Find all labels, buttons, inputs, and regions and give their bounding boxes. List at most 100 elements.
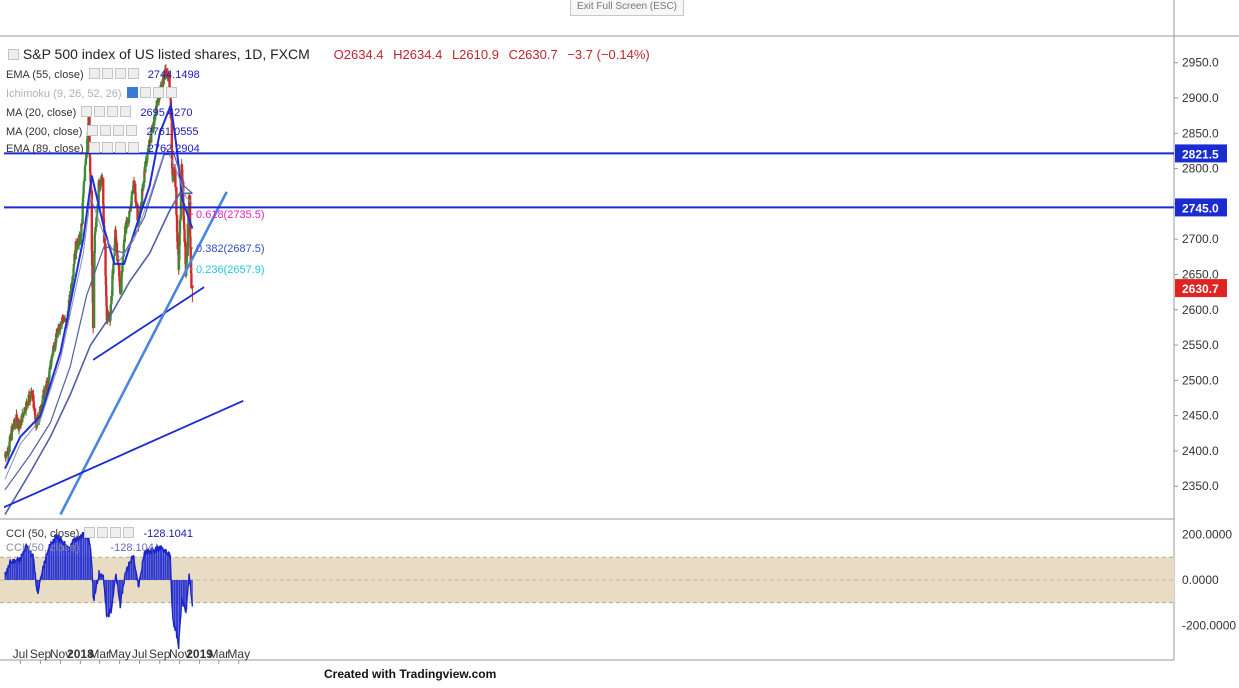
candle-up [178, 246, 181, 260]
exit-fullscreen-button[interactable]: Exit Full Screen (ESC) [570, 0, 684, 16]
ohlc-readout: O2634.4 H2634.4 L2610.9 C2630.7 −3.7 (−0… [334, 47, 656, 62]
candle-up [82, 185, 85, 194]
eye-icon[interactable] [88, 68, 100, 79]
eye-icon[interactable] [88, 142, 100, 153]
candle-down [34, 418, 38, 428]
indicator-legend-ema89[interactable]: EMA (89, close) 2762.2904 [6, 142, 200, 155]
candle-up [25, 402, 28, 411]
indicator-legend-ma20[interactable]: MA (20, close) 2695.4270 [6, 106, 192, 119]
x-tick-label: Jul [132, 647, 147, 661]
x-tick-label: Mar [89, 647, 110, 661]
x-tick-label: Mar [209, 647, 230, 661]
candle-up [178, 219, 182, 235]
candle-up [125, 220, 128, 229]
candle-down [189, 262, 193, 274]
y-tick-label: 2700.0 [1182, 232, 1219, 246]
indicator-name: Ichimoku (9, 26, 52, 26) [6, 88, 122, 100]
add-icon[interactable] [152, 87, 164, 98]
candle-up [11, 427, 15, 429]
x-tick-label: Jul [13, 647, 28, 661]
close-icon[interactable] [123, 527, 135, 538]
candle-down [136, 203, 139, 221]
eye-icon[interactable] [87, 125, 99, 136]
settings-icon[interactable] [94, 106, 106, 117]
candle-up [139, 206, 142, 214]
x-tick-label: Sep [30, 647, 52, 661]
candle-up [8, 441, 11, 453]
candle-down [118, 263, 121, 277]
cci-legend-second: CCI (50, close) -128.104 [6, 542, 193, 554]
moving-average-line [4, 192, 193, 515]
candle-up [48, 371, 51, 380]
add-icon[interactable] [113, 125, 125, 136]
candle-up [185, 255, 189, 263]
add-icon[interactable] [107, 106, 119, 117]
candle-down [174, 172, 177, 188]
add-icon[interactable] [110, 527, 122, 538]
candle-up [83, 166, 87, 181]
candle-down [90, 250, 94, 266]
close-icon[interactable] [127, 142, 139, 153]
candle-down [116, 255, 120, 265]
candle-up [53, 349, 56, 351]
candle-up [109, 305, 112, 313]
candle-up [23, 407, 26, 414]
candle-up [38, 409, 42, 415]
x-tick-label: Nov [50, 647, 71, 661]
y-tick-label: 2550.0 [1182, 338, 1219, 352]
candle-down [104, 275, 108, 285]
indicator-legend-ema55[interactable]: EMA (55, close) 2744.1498 [6, 68, 200, 81]
candle-up [47, 377, 50, 388]
eye-icon[interactable] [81, 106, 93, 117]
cci-name: CCI (50, close) [6, 528, 80, 540]
footer-credit: Created with Tradingview.com [324, 667, 497, 681]
candle-down [191, 285, 194, 289]
indicator-name: MA (20, close) [6, 107, 77, 119]
candle-up [97, 183, 100, 204]
settings-icon[interactable] [100, 125, 112, 136]
candle-up [153, 115, 157, 121]
y-tick-label: 2650.0 [1182, 267, 1219, 281]
candle-up [50, 355, 54, 357]
candle-down [91, 287, 95, 304]
cci-name-2: CCI (50, close) [6, 542, 80, 554]
candle-up [80, 223, 83, 237]
candle-down [181, 169, 184, 182]
candle-up [119, 291, 122, 294]
settings-icon[interactable] [97, 527, 109, 538]
indicator-legend-ma200[interactable]: MA (200, close) 2761.0555 [6, 125, 199, 138]
cci-legend[interactable]: CCI (50, close) -128.1041 CCI (50, close… [6, 527, 193, 554]
candle-up [172, 173, 176, 177]
add-icon[interactable] [114, 142, 126, 153]
candle-down [33, 408, 37, 415]
settings-icon[interactable] [139, 87, 151, 98]
candle-up [93, 253, 96, 269]
candle-up [41, 395, 45, 401]
y-tick-label: 2500.0 [1182, 373, 1219, 387]
settings-icon[interactable] [101, 142, 113, 153]
candle-down [189, 248, 192, 263]
close-icon[interactable] [127, 68, 139, 79]
cci-tick-label: 200.0000 [1182, 528, 1232, 542]
eye-icon[interactable] [126, 87, 138, 98]
candle-down [167, 75, 170, 77]
indicator-legend-ichimoku[interactable]: Ichimoku (9, 26, 52, 26) [6, 87, 177, 100]
candle-down [64, 318, 67, 320]
close-icon[interactable] [126, 125, 138, 136]
level-badge-label: 2821.5 [1182, 147, 1219, 161]
collapse-icon[interactable] [8, 49, 19, 60]
eye-icon[interactable] [84, 527, 96, 538]
chart-root: 2350.0 2400.0 2450.0 2500.0 2550.0 2600.0 2650… [0, 0, 1239, 664]
fib-label: 0.236(2657.9) [196, 264, 265, 276]
fib-label: 0.618(2735.5) [196, 209, 265, 221]
cci-line [4, 531, 194, 650]
candle-up [14, 423, 17, 425]
settings-icon[interactable] [101, 68, 113, 79]
candle-down [189, 236, 192, 249]
candle-down [168, 76, 171, 88]
close-icon[interactable] [165, 87, 177, 98]
candle-up [130, 191, 134, 196]
add-icon[interactable] [114, 68, 126, 79]
close-icon[interactable] [120, 106, 132, 117]
level-badge-label: 2745.0 [1182, 201, 1219, 215]
